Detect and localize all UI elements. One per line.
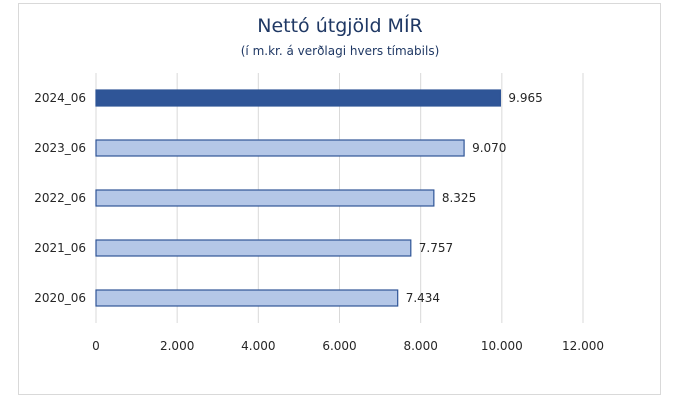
value-label: 7.757 [419, 241, 453, 255]
category-label: 2024_06 [34, 91, 86, 105]
x-tick-label: 10.000 [481, 339, 523, 353]
x-tick-label: 8.000 [403, 339, 437, 353]
category-label: 2023_06 [34, 141, 86, 155]
value-label: 8.325 [442, 191, 476, 205]
value-label: 7.434 [406, 291, 440, 305]
x-tick-label: 6.000 [322, 339, 356, 353]
chart-title: Nettó útgjöld MÍR [257, 15, 423, 37]
value-label: 9.965 [508, 91, 542, 105]
x-tick-label: 12.000 [562, 339, 604, 353]
x-tick-label: 4.000 [241, 339, 275, 353]
bar [95, 89, 502, 107]
bar [95, 289, 399, 307]
category-label: 2022_06 [34, 191, 86, 205]
bar [95, 189, 435, 207]
chart-subtitle: (í m.kr. á verðlagi hvers tímabils) [240, 44, 440, 58]
bar [95, 139, 465, 157]
value-label: 9.070 [472, 141, 506, 155]
category-label: 2021_06 [34, 241, 86, 255]
bar [95, 239, 412, 257]
x-tick-label: 2.000 [160, 339, 194, 353]
category-label: 2020_06 [34, 291, 86, 305]
x-tick-label: 0 [92, 339, 100, 353]
